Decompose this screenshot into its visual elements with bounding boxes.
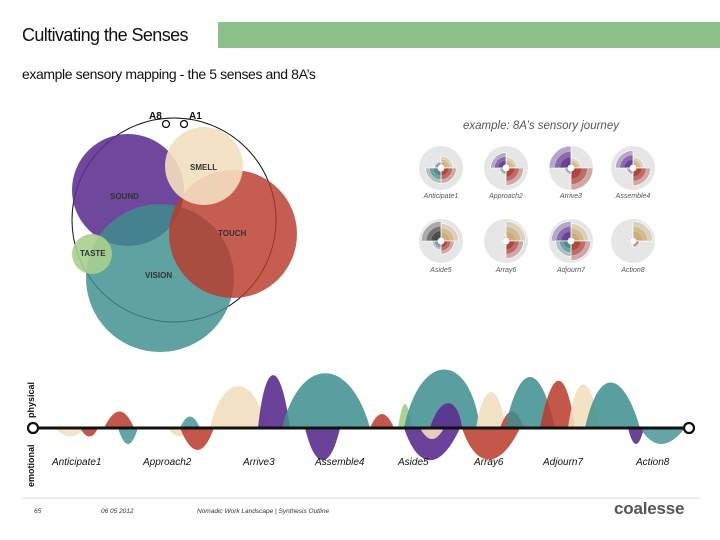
journey-stage-label: Aside5	[429, 267, 452, 274]
venn-taste-circle	[72, 234, 112, 274]
journey-stage-label: Array6	[495, 267, 517, 274]
a8-label: A8	[149, 111, 162, 122]
wave-vision-1	[118, 428, 138, 444]
a1-node	[179, 119, 189, 129]
timeline-stage-label: Approach2	[142, 457, 192, 468]
wave-touch-adjourn	[540, 380, 575, 428]
journey-wedge-dark	[420, 220, 442, 242]
journey-chart-center	[629, 237, 637, 245]
journey-wedge-sound	[490, 152, 507, 169]
venn-smell-circle	[165, 127, 243, 205]
brand-logo: coalesse	[614, 499, 685, 518]
journey-wedge-vision	[425, 167, 442, 184]
journey-wedge-smell	[632, 220, 654, 242]
timeline-stage-label: Adjourn7	[542, 457, 583, 468]
journey-wedge-touch	[570, 240, 592, 262]
journey-chart-center	[629, 164, 637, 172]
journey-chart-center	[567, 237, 575, 245]
journey-stage-label: Anticipate1	[423, 193, 459, 200]
page-title: Cultivating the Senses	[22, 25, 189, 45]
wave-smell-arrive	[210, 386, 268, 428]
timeline-start-node	[26, 421, 40, 435]
physical-label: physical	[26, 382, 36, 418]
journey-title: example: 8A’s sensory journey	[463, 120, 619, 132]
journey-wedge-touch	[632, 167, 651, 186]
timeline-stage-label: Anticipate1	[51, 457, 101, 468]
wave-vision-action-2	[640, 428, 685, 444]
wave-vision-approach	[180, 416, 200, 428]
journey-wedge-sound	[548, 145, 572, 169]
venn-label-smell: SMELL	[190, 163, 217, 172]
timeline-end-node	[682, 421, 696, 435]
wave-sound-action	[628, 428, 644, 444]
venn-label-taste: TASTE	[80, 249, 106, 258]
journey-chart-center	[437, 237, 445, 245]
journey-stage-label: Assemble4	[615, 193, 651, 200]
venn-diagram: A8 A1 SOUND SMELL TOUCH TASTE VISION	[71, 111, 297, 352]
wave-smell-array-2	[476, 392, 506, 428]
journey-chart-center	[437, 164, 445, 172]
wave-sound-aside	[404, 428, 460, 461]
journey-wedge-touch	[440, 240, 455, 255]
wave-vision-action	[585, 382, 640, 428]
footer-date: 06 05 2012	[101, 508, 134, 515]
wave-sound-arrive	[258, 375, 290, 428]
timeline: physical emotional Anticipate1 Approach2…	[26, 369, 696, 487]
emotional-label: emotional	[26, 444, 36, 487]
journey-wedge-touch	[570, 167, 594, 191]
footer-document-title: Nomadic Work Landscape | Synthesis Outli…	[197, 508, 330, 515]
wave-vision-arrive	[282, 373, 370, 428]
timeline-stage-label: Assemble4	[314, 457, 365, 468]
journey-chart-center	[567, 164, 575, 172]
journey-chart-center	[502, 164, 510, 172]
timeline-stage-label: Action8	[635, 457, 670, 468]
wave-touch-approach	[180, 428, 214, 450]
a8-node	[161, 119, 171, 129]
footer-page-number: 65	[34, 508, 42, 515]
timeline-stage-label: Array6	[473, 457, 504, 468]
journey-wedge-touch	[505, 167, 524, 186]
wave-smell-anticipate	[55, 428, 85, 437]
title-accent-bar	[218, 22, 720, 48]
wave-sound-assemble	[305, 428, 340, 461]
page-subtitle: example sensory mapping - the 5 senses a…	[22, 66, 316, 82]
wave-touch-aside	[370, 414, 394, 428]
journey-chart-center	[502, 237, 510, 245]
wave-touch-anticipate	[80, 428, 98, 437]
journey-wedge-sound	[550, 220, 572, 242]
journey-stage-label: Arrive3	[559, 193, 582, 200]
journey-wedge-touch	[505, 240, 524, 259]
journey-stage-label: Adjourn7	[556, 267, 586, 274]
wave-touch-array	[462, 428, 520, 460]
wave-vision-adjourn	[505, 377, 555, 428]
wave-sound-array	[430, 403, 462, 428]
wave-vision-aside	[404, 369, 480, 428]
venn-label-sound: SOUND	[110, 192, 139, 201]
venn-label-vision: VISION	[145, 271, 172, 280]
timeline-stage-label: Aside5	[397, 457, 429, 468]
journey-charts: Anticipate1 Approach2 Arrive3 Assemble4 Asid…	[419, 145, 655, 274]
journey-wedge-vision	[555, 240, 572, 257]
journey-stage-label: Approach2	[488, 193, 523, 200]
venn-label-touch: TOUCH	[218, 229, 247, 238]
journey-wedge-sound	[615, 150, 634, 169]
title-bar: Cultivating the Senses	[0, 22, 720, 48]
wave-touch-1	[104, 411, 134, 428]
a1-label: A1	[189, 111, 202, 122]
journey-wedge-smell	[505, 220, 527, 242]
wave-smell-array	[420, 428, 444, 439]
journey-stage-label: Action8	[620, 267, 644, 274]
timeline-stage-label: Arrive3	[242, 457, 275, 468]
